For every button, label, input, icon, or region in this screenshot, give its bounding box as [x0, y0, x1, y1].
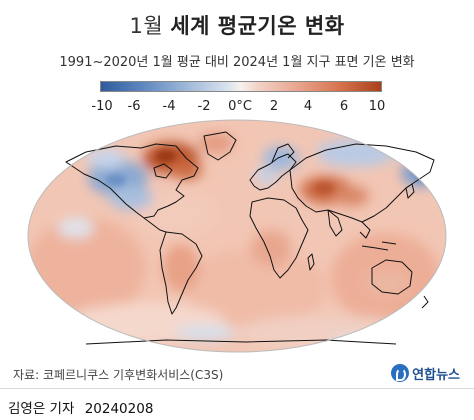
yonhap-logo-icon	[391, 364, 410, 382]
tick-label: -2	[197, 99, 211, 114]
publisher-name: 연합뉴스	[412, 367, 460, 383]
tick-label: 4	[303, 99, 313, 114]
tick-label: 0°C	[228, 99, 252, 114]
page-subtitle: 1991~2020년 1월 평균 대비 2024년 1월 지구 표면 기온 변화	[59, 55, 415, 70]
publisher-logo: 연합뉴스	[391, 363, 460, 383]
title-month: 1월	[129, 14, 164, 38]
map-border	[27, 119, 447, 353]
tick-label: -10	[91, 99, 113, 114]
tick-label: 6	[339, 99, 349, 114]
coastlines	[65, 131, 435, 345]
source-credit: 자료: 코페르니쿠스 기후변화서비스(C3S)	[13, 368, 224, 382]
tick-label: -6	[127, 99, 141, 114]
world-anomaly-map	[26, 118, 448, 354]
anomaly-field	[28, 120, 446, 352]
temperature-colorbar	[100, 81, 382, 92]
publish-date: 20240208	[84, 401, 154, 417]
world-map-svg	[27, 119, 447, 353]
author-name: 김영은 기자	[8, 401, 75, 417]
byline: 김영은 기자 20240208	[8, 397, 153, 417]
tick-label: 2	[269, 99, 279, 114]
title-main: 세계 평균기온 변화	[170, 14, 345, 38]
tick-label: 10	[368, 99, 386, 114]
footer-divider	[0, 388, 474, 389]
page-title: 1월 세계 평균기온 변화	[0, 10, 474, 40]
tick-label: -4	[162, 99, 176, 114]
